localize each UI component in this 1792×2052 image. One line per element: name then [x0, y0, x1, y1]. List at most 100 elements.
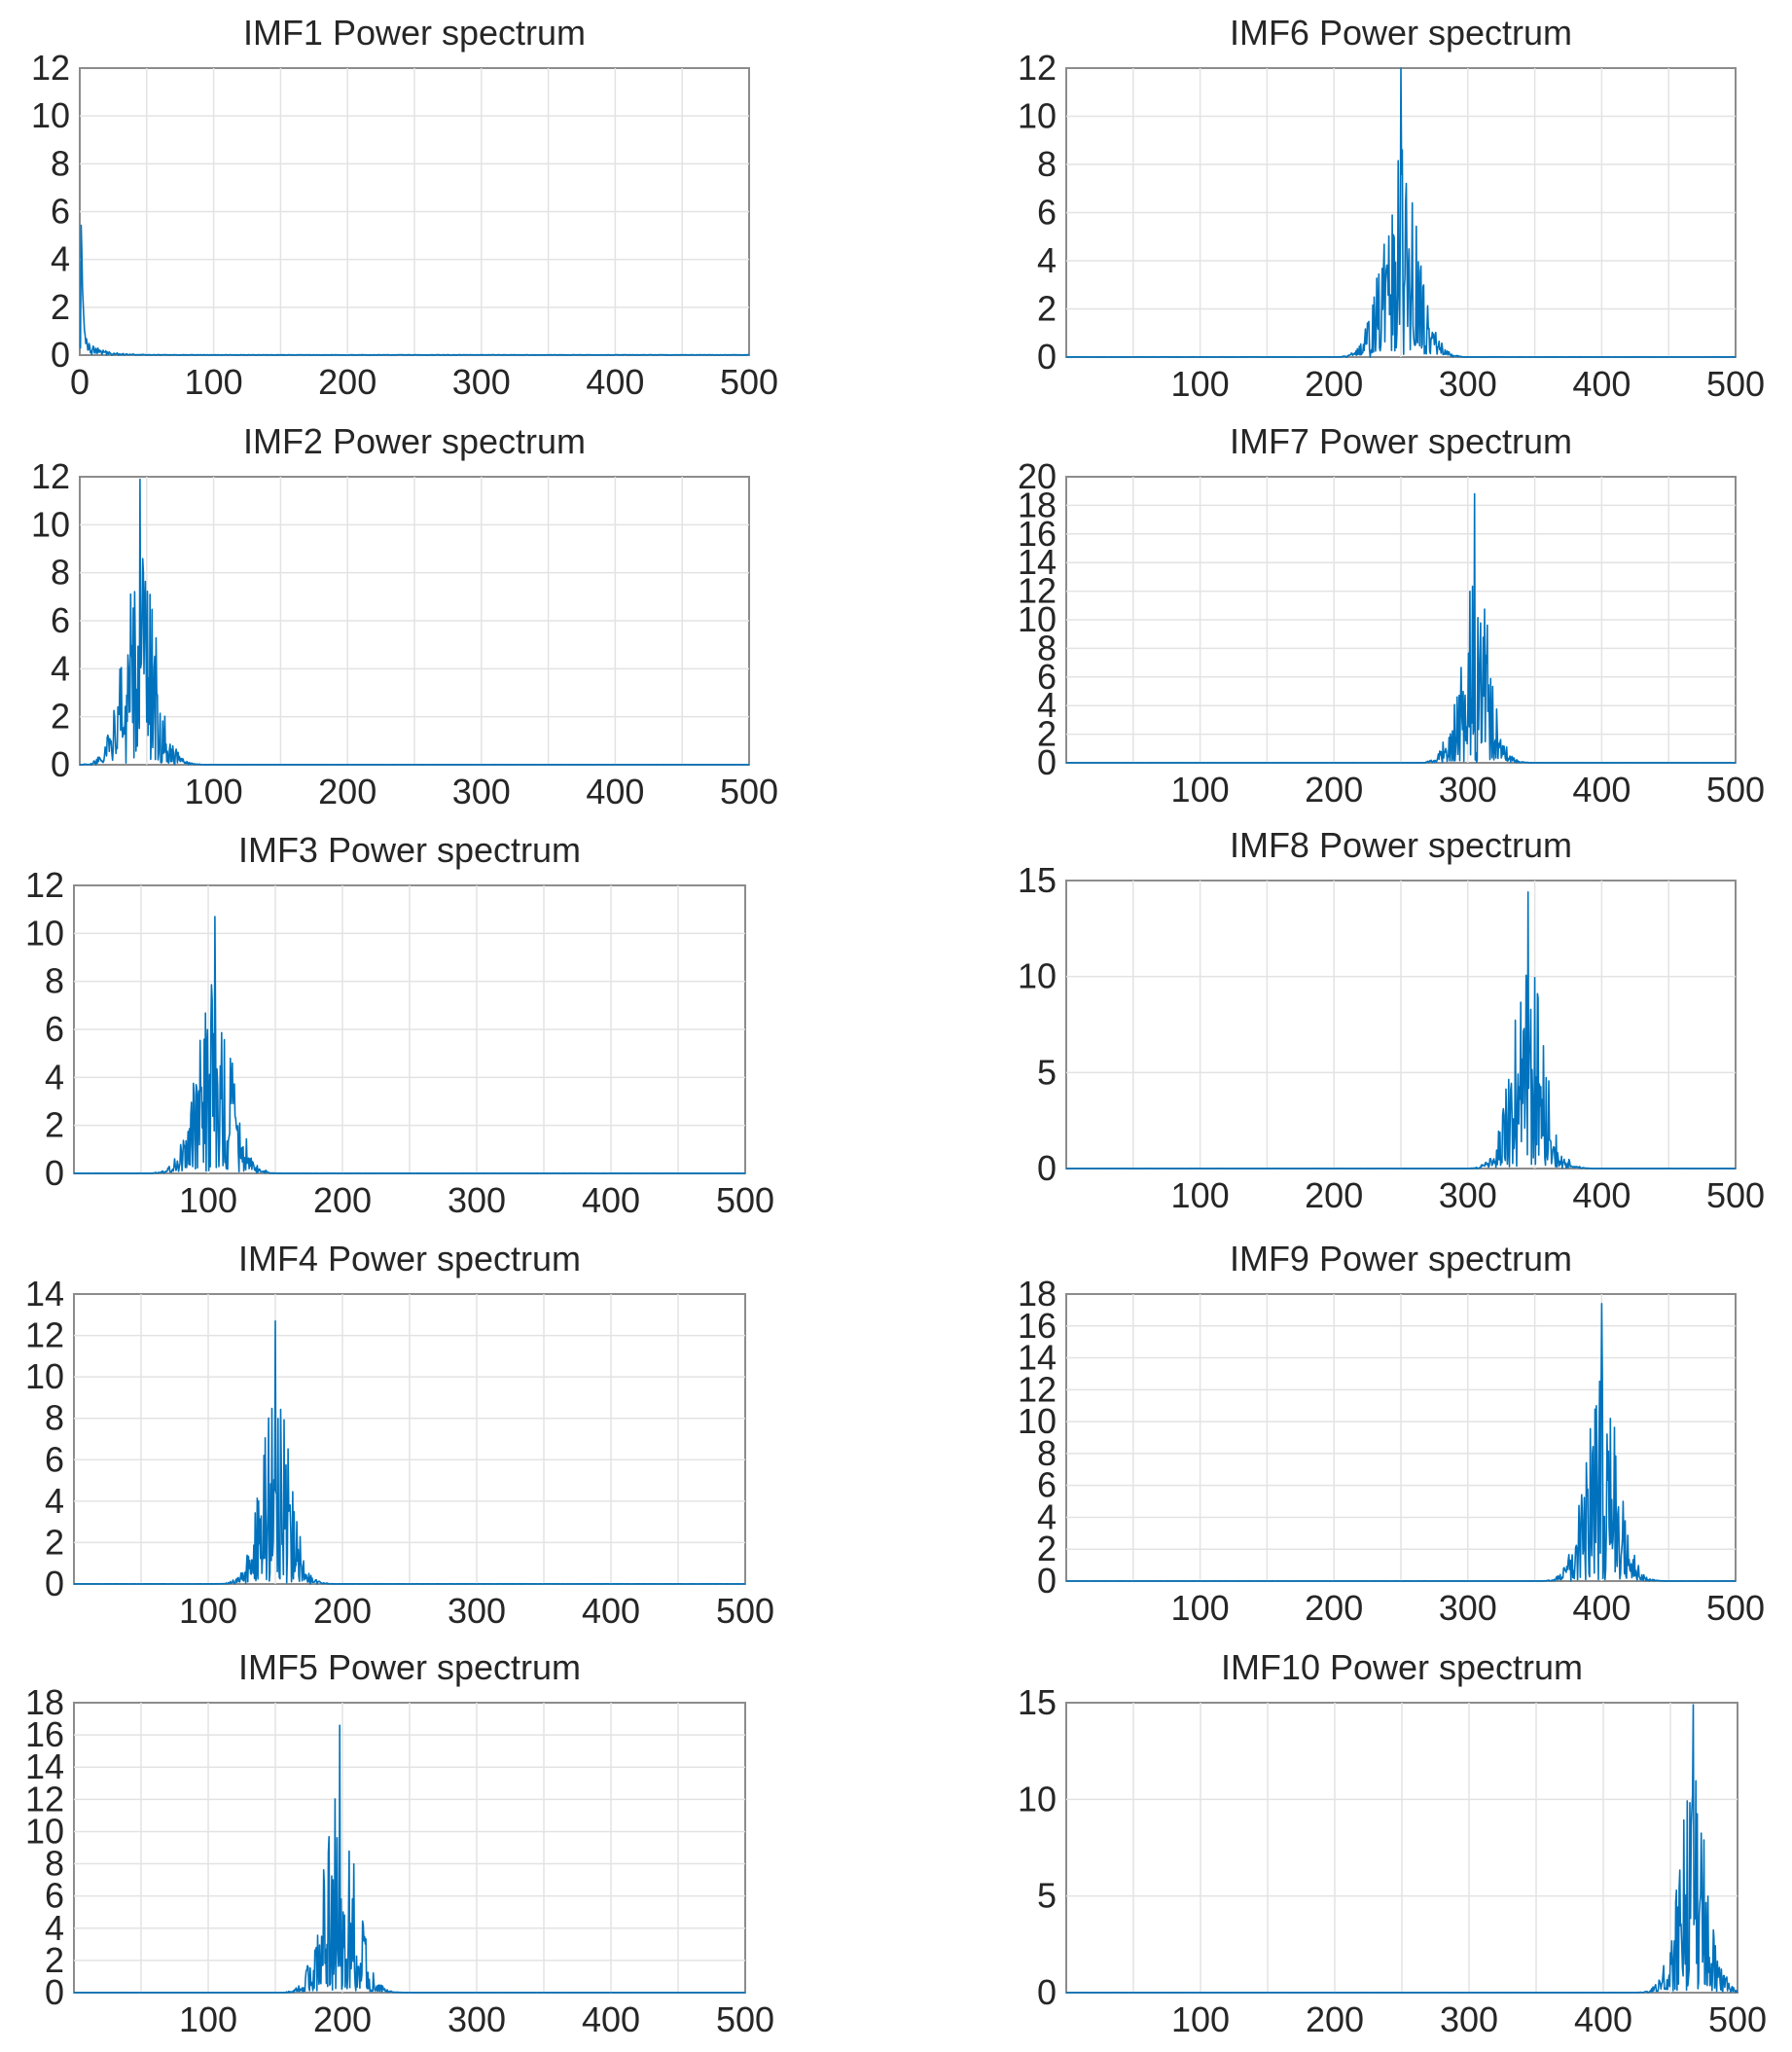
y-tick-label: 10	[1018, 1779, 1057, 1818]
y-tick-label: 8	[51, 143, 70, 183]
spectrum-line	[79, 224, 750, 356]
x-tick-label: 200	[1306, 1999, 1364, 2039]
x-tick-label: 300	[448, 1180, 506, 1220]
x-tick-label: 300	[1440, 1999, 1498, 2039]
y-tick-label: 6	[1037, 1465, 1057, 1505]
x-tick-label: 300	[452, 772, 511, 811]
spectrum-line	[1065, 1704, 1738, 1994]
panel-title: IMF6 Power spectrum	[1230, 13, 1572, 53]
x-tick-label: 500	[1706, 770, 1765, 810]
x-tick-label: 100	[1171, 1999, 1230, 2039]
y-tick-label: 5	[1037, 1052, 1057, 1092]
y-tick-label: 8	[45, 1844, 64, 1884]
x-tick-label: 200	[318, 772, 376, 811]
x-tick-label: 200	[1305, 364, 1363, 404]
x-tick-label: 100	[179, 1591, 237, 1631]
y-tick-label: 0	[1037, 1972, 1057, 2012]
x-tick-label: 200	[313, 1180, 372, 1220]
x-tick-label: 500	[716, 1591, 774, 1631]
y-tick-label: 6	[45, 1876, 64, 1916]
y-tick-label: 4	[45, 1481, 64, 1521]
y-tick-label: 4	[1037, 685, 1057, 725]
spectrum-line	[73, 916, 746, 1174]
panel-title: IMF3 Power spectrum	[238, 830, 581, 870]
x-tick-label: 500	[720, 362, 778, 402]
x-tick-label: 400	[586, 362, 644, 402]
y-tick-label: 4	[1037, 240, 1057, 280]
panel-imf6: IMF6 Power spectrum 0 2 4 6 8 10 12 100 200 300 400…	[1018, 13, 1765, 404]
x-tick-label: 400	[1572, 1588, 1631, 1628]
y-tick-label: 10	[25, 1811, 64, 1851]
panel-title: IMF5 Power spectrum	[238, 1647, 581, 1687]
y-tick-label: 2	[51, 697, 70, 737]
y-tick-label: 6	[51, 600, 70, 640]
panel-title: IMF4 Power spectrum	[238, 1239, 581, 1278]
x-tick-label: 200	[313, 1591, 372, 1631]
x-tick-label: 300	[1439, 1588, 1497, 1628]
spectrum-line	[73, 1724, 746, 1994]
y-tick-label: 2	[45, 1105, 64, 1145]
y-tick-label: 6	[45, 1439, 64, 1479]
y-tick-label: 0	[1037, 1561, 1057, 1601]
y-tick-label: 16	[25, 1714, 64, 1754]
y-tick-label: 10	[31, 95, 70, 135]
x-tick-label: 100	[1171, 1588, 1230, 1628]
x-tick-label: 200	[1305, 1175, 1363, 1215]
panel-imf10: IMF10 Power spectrum 0 5 10 15 100 200 300 400 50…	[1018, 1647, 1767, 2039]
y-tick-label: 12	[31, 48, 70, 88]
y-tick-label: 12	[31, 456, 70, 496]
x-tick-label: 500	[716, 1180, 774, 1220]
y-tick-label: 6	[1037, 657, 1057, 697]
y-tick-label: 4	[1037, 1496, 1057, 1536]
y-tick-label: 2	[45, 1522, 64, 1562]
y-tick-label: 12	[25, 865, 64, 905]
y-tick-label: 0	[1037, 742, 1057, 782]
y-tick-label: 12	[25, 1315, 64, 1355]
y-tick-label: 8	[45, 961, 64, 1001]
y-tick-label: 2	[45, 1940, 64, 1980]
y-tick-label: 6	[1037, 193, 1057, 233]
y-tick-label: 0	[45, 1153, 64, 1193]
x-tick-label: 100	[1171, 364, 1230, 404]
panel-imf2: IMF2 Power spectrum 0 2 4 6 8 10 12 100 200 300 400…	[31, 421, 778, 811]
y-tick-label: 18	[1018, 1274, 1057, 1314]
y-tick-label: 10	[1018, 599, 1057, 639]
y-tick-label: 12	[1018, 1369, 1057, 1409]
panel-title: IMF2 Power spectrum	[243, 421, 586, 461]
x-tick-label: 400	[1574, 1999, 1632, 2039]
x-tick-label: 500	[1706, 1175, 1765, 1215]
x-tick-label: 300	[452, 362, 511, 402]
y-tick-label: 10	[1018, 1401, 1057, 1441]
y-tick-label: 10	[31, 504, 70, 544]
x-tick-label: 400	[586, 772, 644, 811]
x-tick-label: 400	[582, 1591, 640, 1631]
spectrum-line	[73, 1319, 746, 1585]
panel-imf8: IMF8 Power spectrum 0 5 10 15 100 200 300 400 500	[1018, 825, 1765, 1215]
y-tick-label: 18	[1018, 485, 1057, 524]
x-tick-label: 300	[448, 1591, 506, 1631]
y-tick-label: 12	[25, 1779, 64, 1818]
x-tick-label: 200	[1305, 1588, 1363, 1628]
panel-title: IMF10 Power spectrum	[1221, 1647, 1583, 1687]
y-tick-label: 4	[45, 1908, 64, 1948]
x-tick-label: 400	[582, 1999, 640, 2039]
panel-title: IMF1 Power spectrum	[243, 13, 586, 53]
y-tick-label: 18	[25, 1682, 64, 1722]
y-tick-label: 2	[51, 287, 70, 327]
spectrum-line	[1065, 1303, 1737, 1582]
y-tick-label: 14	[25, 1274, 64, 1314]
y-tick-label: 4	[51, 648, 70, 688]
y-tick-label: 12	[1018, 571, 1057, 611]
y-tick-label: 10	[1018, 956, 1057, 996]
spectrum-line	[1065, 67, 1737, 358]
x-tick-label: 300	[1439, 770, 1497, 810]
x-tick-label: 100	[185, 772, 243, 811]
x-tick-label: 0	[70, 362, 90, 402]
x-tick-label: 100	[185, 362, 243, 402]
panel-title: IMF9 Power spectrum	[1230, 1239, 1572, 1278]
x-tick-label: 400	[1572, 770, 1631, 810]
y-tick-label: 15	[1018, 1682, 1057, 1722]
x-tick-label: 500	[1706, 1588, 1765, 1628]
